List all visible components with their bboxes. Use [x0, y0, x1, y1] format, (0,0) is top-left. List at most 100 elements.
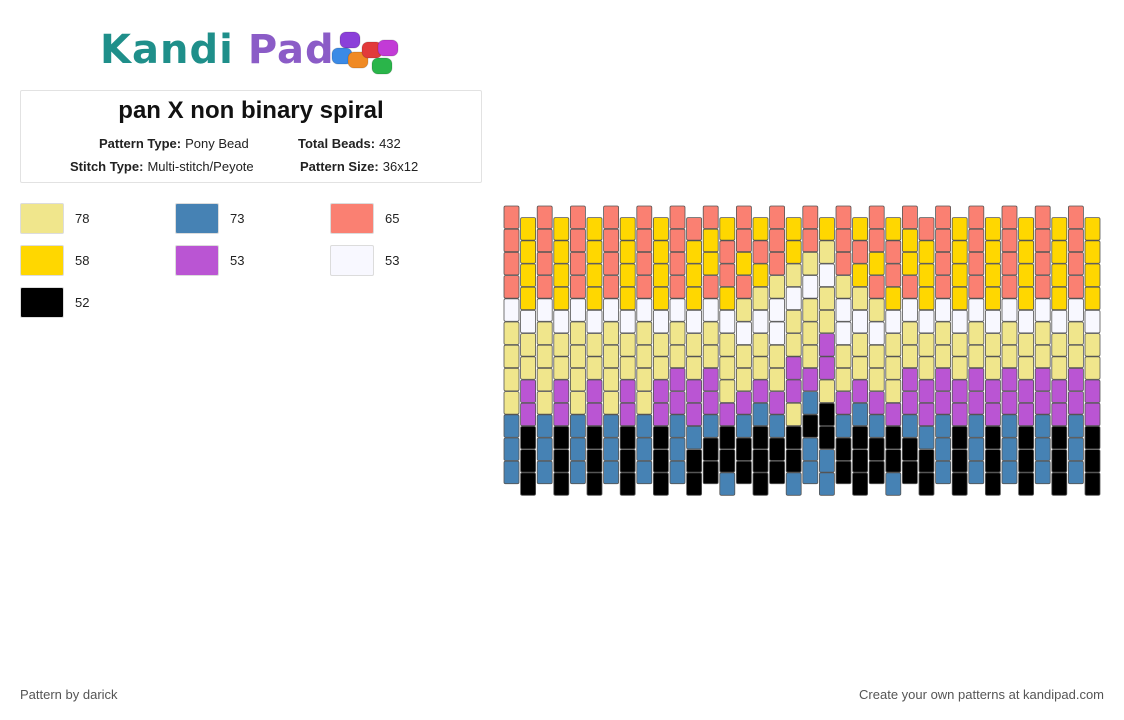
- bead: [603, 321, 619, 345]
- bead: [636, 298, 653, 322]
- bead: [735, 344, 752, 369]
- bead: [818, 333, 835, 357]
- bead: [536, 298, 553, 322]
- bead: [901, 367, 918, 392]
- bead: [852, 379, 869, 403]
- bead: [619, 240, 636, 264]
- bead: [885, 472, 902, 496]
- bead: [702, 252, 719, 276]
- bead: [818, 425, 835, 450]
- bead: [570, 275, 586, 299]
- bead: [1034, 228, 1051, 253]
- bead: [1068, 414, 1084, 438]
- color-swatch: [20, 287, 64, 318]
- bead: [1068, 367, 1084, 392]
- bead: [619, 449, 636, 473]
- bead: [669, 344, 686, 369]
- bead: [702, 298, 719, 322]
- bead: [520, 263, 537, 287]
- bead: [553, 240, 570, 264]
- bead: [852, 425, 869, 450]
- pattern-size-value: 36x12: [382, 159, 419, 174]
- bead: [1068, 252, 1084, 276]
- bead: [503, 275, 520, 299]
- bead: [553, 333, 570, 357]
- bead: [769, 414, 786, 438]
- author-credit: Pattern by darick: [20, 687, 118, 702]
- bead: [984, 472, 1001, 496]
- bead: [735, 298, 752, 322]
- bead: [835, 298, 852, 322]
- bead: [752, 472, 769, 496]
- kandipad-link[interactable]: Create your own patterns at kandipad.com: [859, 687, 1104, 702]
- bead: [1018, 356, 1034, 380]
- bead: [719, 240, 736, 264]
- bead: [951, 402, 968, 427]
- bead: [603, 228, 619, 253]
- kandipad-logo[interactable]: Kandi Pad: [100, 22, 410, 78]
- bead: [1001, 205, 1018, 229]
- color-swatch: [20, 245, 64, 276]
- color-count: 58: [75, 253, 90, 268]
- bead: [669, 275, 686, 299]
- bead: [553, 449, 570, 473]
- color-swatch: [175, 245, 219, 276]
- bead: [935, 298, 952, 322]
- bead: [619, 472, 636, 496]
- stitch-type-value: Multi-stitch/Peyote: [147, 159, 254, 174]
- bead: [852, 310, 869, 334]
- bead: [586, 240, 603, 264]
- bead: [1051, 333, 1068, 357]
- color-swatch: [330, 203, 374, 234]
- bead: [735, 205, 752, 229]
- bead: [636, 437, 653, 461]
- bead: [868, 252, 885, 276]
- bead: [935, 321, 952, 345]
- bead: [769, 205, 786, 229]
- bead: [503, 344, 520, 369]
- bead: [802, 367, 819, 392]
- bead: [1051, 379, 1068, 403]
- bead: [1018, 310, 1034, 334]
- bead: [636, 414, 653, 438]
- bead: [536, 414, 553, 438]
- bead: [735, 252, 752, 276]
- bead: [1051, 449, 1068, 473]
- bead: [1084, 379, 1101, 403]
- bead: [603, 391, 619, 415]
- bead: [520, 310, 537, 334]
- bead: [669, 414, 686, 438]
- bead: [686, 240, 703, 264]
- pattern-type: Pattern Type: Pony Bead: [99, 136, 249, 151]
- bead: [686, 379, 703, 403]
- bead: [918, 240, 935, 264]
- bead: [984, 449, 1001, 473]
- bead: [1001, 437, 1018, 461]
- bead: [603, 275, 619, 299]
- bead: [901, 228, 918, 253]
- color-count: 53: [385, 253, 400, 268]
- bead: [818, 310, 835, 334]
- bead: [702, 367, 719, 392]
- bead: [702, 437, 719, 461]
- bead: [1001, 321, 1018, 345]
- bead: [652, 472, 669, 496]
- bead: [619, 425, 636, 450]
- bead: [752, 356, 769, 380]
- bead: [686, 263, 703, 287]
- bead: [570, 298, 586, 322]
- bead: [1051, 240, 1068, 264]
- bead: [1034, 275, 1051, 299]
- bead: [603, 414, 619, 438]
- bead: [835, 367, 852, 392]
- bead: [901, 275, 918, 299]
- bead: [520, 217, 537, 241]
- bead: [968, 414, 985, 438]
- bead: [503, 205, 520, 229]
- bead: [719, 379, 736, 403]
- bead: [901, 460, 918, 485]
- bead: [1084, 425, 1101, 450]
- bead: [1001, 367, 1018, 392]
- bead: [1051, 402, 1068, 427]
- bead: [802, 414, 819, 438]
